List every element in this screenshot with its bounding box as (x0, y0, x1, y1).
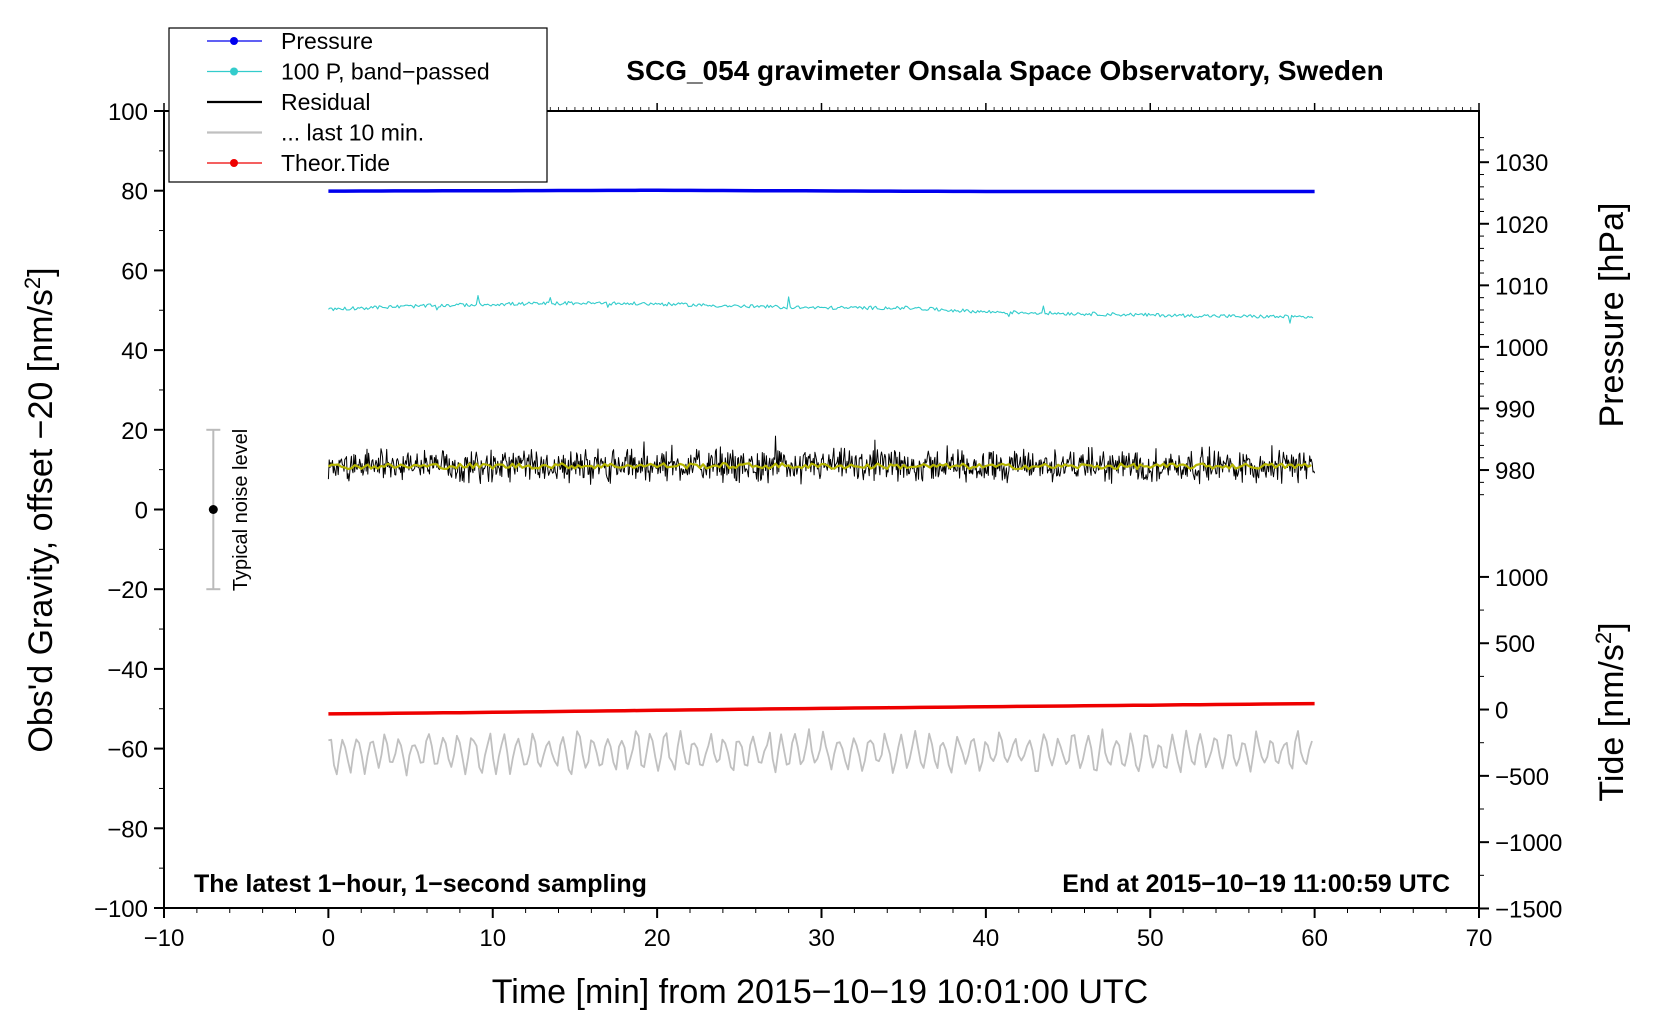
series-pressure (328, 188, 1315, 194)
series-theor-tide (328, 701, 1315, 716)
y-left-tick-label: 0 (135, 498, 148, 525)
annotation-sampling: The latest 1−hour, 1−second sampling (194, 870, 647, 898)
legend-label: ... last 10 min. (281, 120, 424, 146)
noise-bar-center-dot (208, 505, 218, 514)
tide-tick-label: −1500 (1495, 896, 1562, 923)
x-tick-label: 20 (644, 925, 671, 952)
pressure-tick-label: 1030 (1495, 150, 1548, 177)
legend-label: Pressure (281, 28, 373, 54)
plot-frame (163, 110, 1480, 909)
pressure-tick-label: 1020 (1495, 212, 1548, 239)
tide-tick-label: 500 (1495, 631, 1535, 658)
x-tick-label: 10 (479, 925, 506, 952)
legend-label: Theor.Tide (281, 150, 390, 176)
legend-label: 100 P, band−passed (281, 59, 490, 85)
legend: Pressure 100 P, band−passed Residual ... la… (168, 27, 548, 183)
y-left-tick-label: 60 (121, 258, 148, 285)
tide-tick-label: 0 (1495, 698, 1508, 725)
tide-tick-label: −500 (1495, 764, 1549, 791)
x-tick-label: 70 (1466, 925, 1493, 952)
y-axis-label-left: Obs'd Gravity, offset −20 [nm/s2] (20, 267, 60, 752)
x-tick-label: 50 (1137, 925, 1164, 952)
series-layer (206, 188, 1316, 777)
x-tick-label: 30 (808, 925, 835, 952)
y-left-tick-label: 80 (121, 179, 148, 206)
series-100p-band-passed (328, 295, 1314, 324)
noise-level-label: Typical noise level (230, 429, 252, 591)
y-left-tick-label: −80 (107, 816, 148, 843)
y-left-tick-label: −40 (107, 657, 148, 684)
x-tick-label: 60 (1301, 925, 1328, 952)
legend-marker (230, 37, 238, 45)
tide-tick-label: 1000 (1495, 565, 1548, 592)
pressure-tick-label: 1010 (1495, 273, 1548, 300)
series-last-10-min (328, 728, 1313, 777)
legend-marker (230, 67, 238, 76)
annotation-end-time: End at 2015−10−19 11:00:59 UTC (1062, 870, 1450, 898)
pressure-tick-label: 1000 (1495, 335, 1548, 362)
plot-area-group (163, 110, 1480, 909)
x-axis-label: Time [min] from 2015−10−19 10:01:00 UTC (492, 973, 1148, 1011)
y-left-tick-label: −60 (107, 737, 148, 764)
y-left-tick-label: −20 (107, 577, 148, 604)
chart-title: SCG_054 gravimeter Onsala Space Observat… (626, 55, 1383, 86)
legend-marker (230, 159, 238, 167)
y-left-tick-label: 100 (108, 99, 148, 126)
series-residual-smoothed (327, 462, 1312, 471)
series-residual (327, 435, 1316, 485)
axes-layer: −10 0 10 20 30 40 50 60 70−100−80−60−40−20020406… (94, 99, 1562, 952)
legend-box (168, 27, 548, 183)
tide-tick-label: −1000 (1495, 830, 1562, 857)
legend-label: Residual (281, 89, 371, 115)
x-tick-label: −10 (144, 925, 185, 952)
y-axis-label-tide: Tide [nm/s2] (1591, 622, 1631, 801)
y-axis-label-pressure: Pressure [hPa] (1593, 203, 1631, 428)
y-left-tick-label: 40 (121, 338, 148, 365)
pressure-tick-label: 990 (1495, 396, 1535, 423)
y-left-tick-label: 20 (121, 418, 148, 445)
y-left-tick-label: −100 (94, 896, 148, 923)
x-tick-label: 0 (322, 925, 335, 952)
x-tick-label: 40 (973, 925, 1000, 952)
pressure-tick-label: 980 (1495, 458, 1535, 485)
